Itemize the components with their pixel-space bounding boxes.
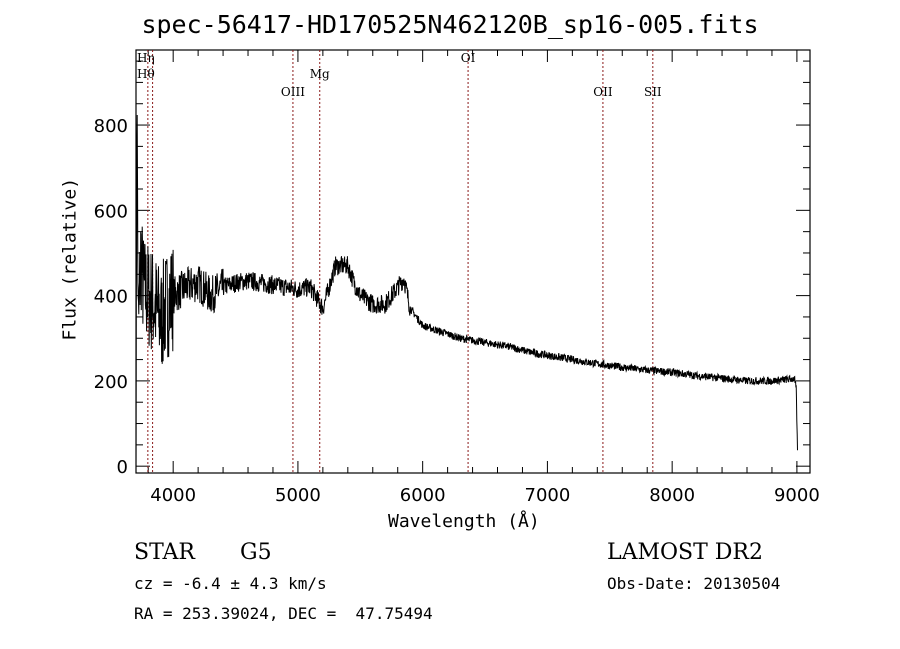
plot-frame <box>135 49 811 474</box>
x-tick-label: 5000 <box>275 485 321 506</box>
y-tick-label: 200 <box>94 372 128 393</box>
x-tick-label: 6000 <box>400 485 446 506</box>
x-tick-label: 7000 <box>525 485 571 506</box>
subclass: G5 <box>240 540 272 565</box>
spectral-line-label: OIII <box>281 85 305 99</box>
survey-label: LAMOST DR2 <box>607 540 763 565</box>
spectral-line-label: OI <box>461 51 476 65</box>
spectrum-line <box>135 114 798 473</box>
y-tick-label: 600 <box>94 201 128 222</box>
spectral-line-label: Hθ <box>137 67 155 81</box>
y-tick-label: 0 <box>117 457 128 478</box>
x-tick-label: 9000 <box>774 485 820 506</box>
y-tick-label: 400 <box>94 287 128 308</box>
x-axis-label: Wavelength (Å) <box>388 511 540 532</box>
y-tick-label: 800 <box>94 116 128 137</box>
cz-value: cz = -6.4 ± 4.3 km/s <box>134 574 327 593</box>
y-axis-label: Flux (relative) <box>59 177 81 341</box>
object-class: STAR <box>134 540 195 565</box>
obs-date: Obs-Date: 20130504 <box>607 574 781 593</box>
x-tick-label: 4000 <box>150 485 196 506</box>
x-tick-label: 8000 <box>649 485 695 506</box>
spectral-line-label: Mg <box>310 67 330 81</box>
spectral-line-label: OII <box>593 85 613 99</box>
chart-title: spec-56417-HD170525N462120B_sp16-005.fit… <box>141 10 759 39</box>
spectral-line-label: SII <box>644 85 662 99</box>
coordinates: RA = 253.39024, DEC = 47.75494 <box>134 604 433 623</box>
spectral-line-label: Hη <box>137 51 155 65</box>
